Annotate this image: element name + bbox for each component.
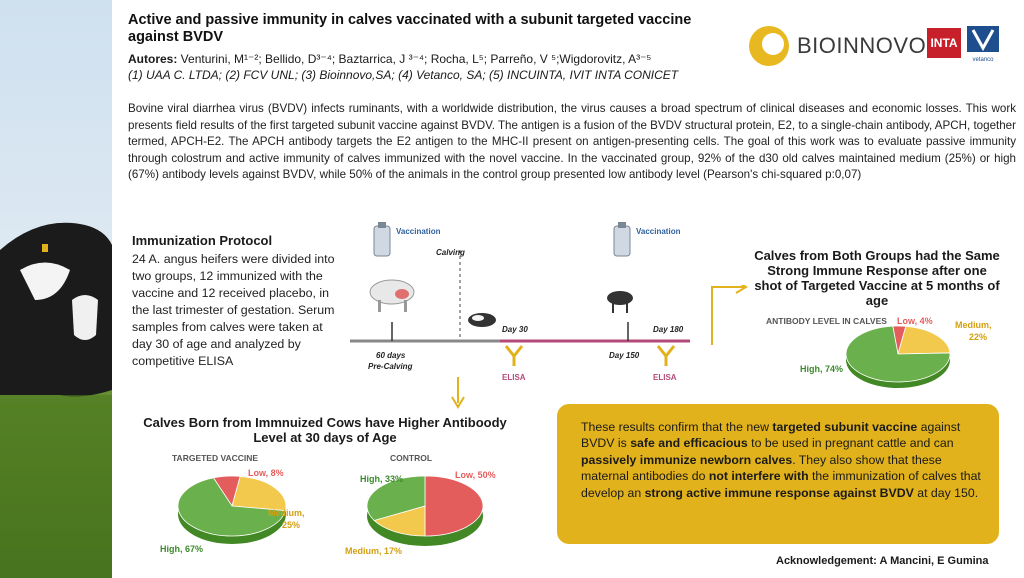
day180-label: Day 180 (653, 325, 684, 334)
pie-label-medium: Medium, 17% (345, 546, 402, 556)
pie-slice-high (366, 475, 426, 521)
pie-label-high: High, 74% (800, 364, 843, 374)
pie-label-medium: Medium, 22% (955, 320, 992, 342)
bioinnovo-logo-icon (749, 26, 789, 66)
pregnant-cow-icon (369, 279, 415, 312)
antibody-level-label: ANTIBODY LEVEL IN CALVES (766, 316, 887, 326)
pie-label-high: High, 33% (360, 474, 403, 484)
pie-slice-medium (897, 325, 951, 355)
pie-slice-high (845, 325, 951, 383)
vetanco-logo-icon (967, 26, 999, 52)
pie-slice-high (177, 477, 286, 537)
poster-title: Active and passive immunity in calves va… (128, 12, 692, 45)
vaccine-bottle-icon (373, 222, 391, 257)
protocol-title: Immunization Protocol (132, 233, 273, 248)
conclusion-bold: safe and efficacious (630, 436, 748, 451)
conclusion-part: to be used in pregnant cattle and can (747, 436, 954, 451)
authors-label: Autores: (128, 52, 178, 66)
pie-slice-low (424, 475, 484, 537)
antibody-icon (656, 345, 676, 366)
control-pie: High, 33% Low, 50% Medium, 17% (345, 470, 496, 556)
conclusion-part: . They also show that these maternal ant… (581, 452, 942, 484)
right-arrow-icon (711, 286, 744, 345)
authors-list: Venturini, M¹⁻²; Bellido, D³⁻⁴; Baztarri… (177, 52, 652, 66)
conclusion-bold: not interfere with (708, 469, 809, 484)
calving-label: Calving (436, 248, 465, 257)
conclusion-part: against BVDV is (581, 420, 961, 451)
conclusion-part: These results confirm that the new (581, 420, 773, 434)
pie-label-low: Low, 50% (455, 470, 496, 480)
down-arrow-icon-head (451, 396, 465, 409)
vaccination-label: Vaccination (396, 227, 441, 236)
pie-slice-medium (373, 505, 426, 537)
pie-slice-medium (231, 475, 287, 511)
acknowledgement: Acknowledgement: A Mancini, E Gumina (776, 555, 989, 567)
authors: Autores: Venturini, M¹⁻²; Bellido, D³⁻⁴;… (128, 52, 728, 67)
flow-arrows (451, 285, 748, 409)
conclusion-box (557, 404, 999, 544)
conclusion-text: These results confirm that the new targe… (581, 419, 981, 501)
conclusion-part: at day 150. (913, 485, 979, 500)
precalving-label: 60 days Pre-Calving (368, 351, 413, 371)
pie-label-medium-2: 25% (282, 520, 300, 530)
bioinnovo-logo (745, 22, 793, 75)
precalving-line2: Pre-Calving (368, 362, 413, 371)
vaccination-label: Vaccination (636, 227, 681, 236)
pie-label-medium-1: Medium, (955, 320, 992, 330)
day150-label: Day 150 (609, 351, 640, 360)
timeline-diagram: Vaccination Vaccination Calving Day 30 D… (350, 222, 690, 382)
vaccine-bottle-icon (613, 222, 631, 257)
active-immunity-pie: Low, 4% Medium, 22% High, 74% (800, 316, 992, 388)
pie-label-low: Low, 4% (897, 316, 933, 326)
conclusion-bold: targeted subunit vaccine (772, 420, 918, 434)
pie-label-medium-1: Medium, (268, 508, 305, 518)
elisa-label: ELISA (653, 373, 677, 382)
conclusion-bold: passively immunize newborn calves (581, 452, 793, 467)
calf-icon (468, 313, 496, 327)
calf-icon (607, 291, 633, 313)
passive-immunity-chart-title: Calves Born from Immnuized Cows have Hig… (143, 415, 507, 445)
pie-slices (845, 325, 951, 388)
vetanco-logo-text: vetanco (972, 57, 994, 63)
antibody-icon (504, 345, 524, 366)
conclusion-bold: strong active immune response against BV… (644, 485, 914, 500)
elisa-label: ELISA (502, 373, 526, 382)
inta-logo: INTA (927, 28, 961, 58)
protocol-text: 24 A. angus heifers were divided into tw… (132, 252, 335, 368)
vetanco-logo: vetanco (967, 26, 999, 63)
active-immunity-chart-title: Calves from Both Groups had the Same Str… (754, 248, 1000, 308)
pie-slices (177, 475, 287, 544)
conclusion-part: the immunization of calves that develop … (581, 469, 981, 500)
pie-label-low: Low, 8% (248, 468, 284, 478)
pie-label-medium: Medium, 25% (268, 508, 305, 530)
pie-label-medium-2: 22% (969, 332, 987, 342)
pie-slices (366, 475, 484, 546)
precalving-line1: 60 days (376, 351, 406, 360)
targeted-vaccine-pie: Low, 8% Medium, 25% High, 67% (160, 468, 305, 554)
abstract: Bovine viral diarrhea virus (BVDV) infec… (128, 102, 1016, 182)
control-label: CONTROL (390, 453, 433, 463)
affiliations: (1) UAA C. LTDA; (2) FCV UNL; (3) Bioinn… (128, 68, 679, 82)
day30-label: Day 30 (502, 325, 528, 334)
cow-photo (0, 0, 112, 578)
bioinnovo-logo-text: BIOINNOVO (797, 33, 927, 58)
targeted-vaccine-label: TARGETED VACCINE (172, 453, 259, 463)
right-arrow-icon-head (735, 285, 748, 294)
pie-label-high: High, 67% (160, 544, 203, 554)
